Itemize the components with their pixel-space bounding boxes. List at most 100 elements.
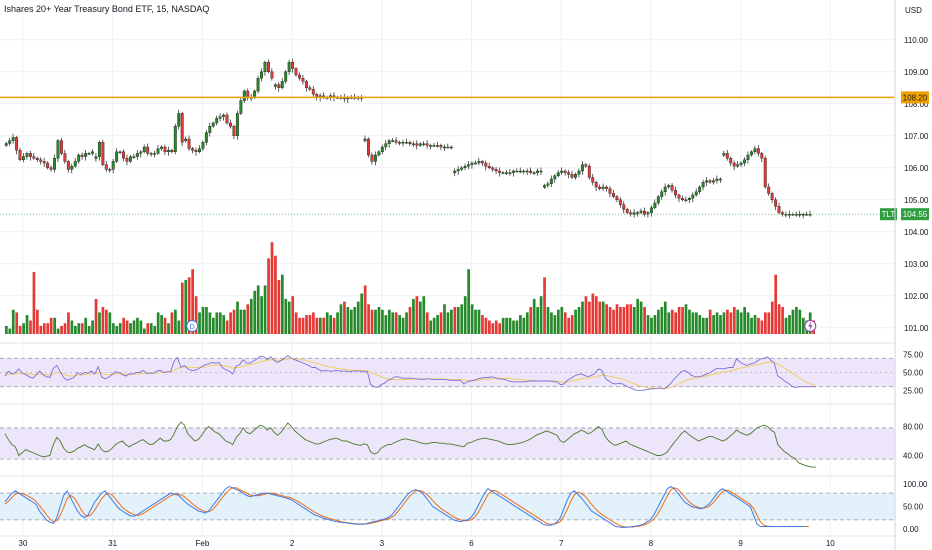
candle[interactable] — [605, 185, 608, 192]
candle[interactable] — [422, 141, 426, 147]
candle[interactable] — [532, 171, 536, 175]
candle[interactable] — [163, 144, 167, 155]
candle[interactable] — [284, 70, 288, 84]
candle[interactable] — [722, 150, 726, 157]
candle[interactable] — [612, 189, 615, 199]
candle[interactable] — [439, 143, 443, 151]
candle[interactable] — [77, 153, 81, 164]
time-tick-label[interactable]: 9 — [738, 539, 743, 548]
candle[interactable] — [643, 207, 646, 217]
price-axis[interactable]: USD 110.00 109.00 108.00 107.00 106.00 105.00 1… — [894, 0, 929, 550]
candle[interactable] — [712, 178, 715, 185]
candle[interactable] — [798, 210, 802, 218]
candle[interactable] — [411, 141, 415, 147]
candle[interactable] — [239, 97, 243, 115]
candle[interactable] — [418, 142, 422, 147]
time-tick-label[interactable]: 10 — [826, 539, 835, 548]
candle[interactable] — [553, 174, 557, 183]
candle[interactable] — [135, 149, 139, 160]
candle[interactable] — [87, 151, 91, 155]
candle[interactable] — [570, 170, 574, 179]
candle[interactable] — [556, 170, 560, 178]
candle[interactable] — [218, 113, 222, 122]
candle[interactable] — [436, 141, 439, 148]
candle[interactable] — [518, 167, 522, 174]
candle[interactable] — [35, 156, 39, 163]
candle[interactable] — [15, 135, 19, 155]
candle[interactable] — [494, 166, 498, 175]
candle[interactable] — [377, 150, 381, 157]
candle[interactable] — [508, 169, 512, 176]
candle[interactable] — [449, 145, 453, 150]
candle[interactable] — [601, 183, 605, 191]
candle[interactable] — [84, 149, 88, 161]
candle[interactable] — [25, 151, 29, 160]
candle[interactable] — [153, 150, 157, 158]
candle[interactable] — [215, 115, 219, 126]
candle[interactable] — [656, 195, 660, 206]
candle[interactable] — [563, 169, 567, 176]
candle[interactable] — [429, 143, 433, 150]
candle[interactable] — [760, 151, 764, 163]
candle[interactable] — [536, 168, 539, 176]
candle[interactable] — [180, 111, 184, 147]
candle[interactable] — [477, 157, 481, 166]
candle[interactable] — [367, 137, 370, 158]
candle[interactable] — [663, 183, 667, 196]
candle[interactable] — [694, 188, 698, 197]
candle[interactable] — [177, 109, 181, 130]
candle[interactable] — [580, 161, 584, 175]
candle[interactable] — [746, 151, 750, 164]
candle[interactable] — [166, 146, 170, 156]
candle[interactable] — [467, 161, 470, 170]
candle[interactable] — [487, 162, 491, 170]
candle[interactable] — [398, 140, 401, 146]
candle[interactable] — [170, 148, 174, 154]
candle[interactable] — [794, 211, 798, 217]
time-tick-label[interactable]: 8 — [649, 539, 654, 548]
candle[interactable] — [646, 211, 650, 218]
candle[interactable] — [515, 168, 519, 173]
candle[interactable] — [546, 181, 550, 188]
candle[interactable] — [805, 211, 809, 216]
candle[interactable] — [201, 140, 205, 151]
candle[interactable] — [191, 147, 195, 154]
candle[interactable] — [767, 183, 771, 196]
candle[interactable] — [22, 153, 25, 163]
candle[interactable] — [674, 186, 677, 199]
candle[interactable] — [649, 205, 653, 217]
candle[interactable] — [97, 140, 101, 161]
candle[interactable] — [184, 136, 188, 143]
candle[interactable] — [763, 155, 767, 189]
candle[interactable] — [298, 72, 301, 81]
time-tick-label[interactable]: 2 — [290, 539, 295, 548]
candle[interactable] — [584, 163, 588, 168]
candle[interactable] — [446, 143, 450, 149]
candle[interactable] — [66, 159, 70, 173]
candle[interactable] — [387, 139, 391, 148]
candle[interactable] — [280, 77, 284, 90]
candle[interactable] — [401, 139, 405, 147]
candle[interactable] — [115, 148, 119, 163]
candle[interactable] — [70, 163, 74, 174]
candle[interactable] — [73, 157, 77, 168]
candle[interactable] — [28, 150, 32, 161]
candle[interactable] — [267, 59, 270, 74]
candle[interactable] — [53, 154, 56, 173]
candle[interactable] — [301, 74, 305, 85]
candle[interactable] — [784, 211, 788, 218]
candle[interactable] — [304, 79, 308, 92]
candle[interactable] — [732, 160, 736, 171]
candle[interactable] — [46, 161, 50, 170]
candle[interactable] — [211, 121, 215, 128]
candle[interactable] — [432, 142, 436, 147]
candle[interactable] — [474, 160, 477, 165]
candle[interactable] — [39, 157, 43, 165]
candle[interactable] — [736, 161, 740, 168]
candle[interactable] — [8, 138, 12, 146]
candle[interactable] — [242, 89, 246, 103]
candle[interactable] — [501, 171, 505, 175]
candle[interactable] — [4, 141, 8, 147]
candle[interactable] — [511, 169, 515, 177]
candle[interactable] — [460, 166, 464, 171]
